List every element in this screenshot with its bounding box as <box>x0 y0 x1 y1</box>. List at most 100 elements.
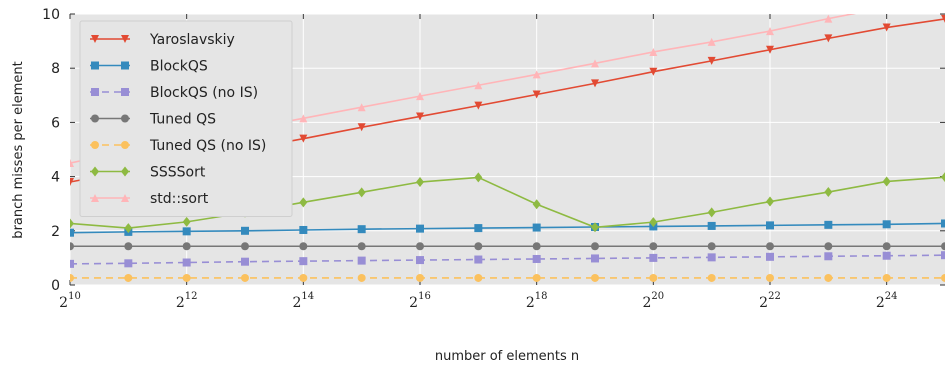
legend-marker <box>121 141 129 149</box>
y-tick-label: 2 <box>51 224 60 240</box>
data-point <box>474 172 483 183</box>
data-point <box>707 221 716 230</box>
series-line <box>70 222 945 234</box>
legend-entry: BlockQS <box>90 59 208 75</box>
data-point <box>416 92 424 101</box>
data-point <box>241 273 249 282</box>
data-point <box>70 259 74 268</box>
data-point <box>357 103 366 112</box>
data-point <box>474 255 483 264</box>
data-point <box>824 14 833 23</box>
x-tick-exponent: 10 <box>68 291 81 302</box>
data-point <box>182 227 191 236</box>
x-tick-label: 222 <box>759 291 781 311</box>
data-point <box>532 223 541 232</box>
x-tick-base: 2 <box>409 295 418 311</box>
data-point <box>357 187 366 198</box>
data-point <box>882 23 891 32</box>
data-point <box>882 220 891 229</box>
data-point <box>707 273 716 282</box>
data-point <box>357 242 366 251</box>
data-point <box>474 224 483 233</box>
data-point <box>299 257 308 266</box>
data-point <box>357 225 366 234</box>
data-point <box>416 224 424 233</box>
data-point <box>299 197 308 208</box>
legend-marker <box>121 166 129 177</box>
y-tick-label: 4 <box>51 170 60 186</box>
data-point <box>649 253 658 262</box>
data-point <box>766 27 774 36</box>
legend-marker <box>91 61 99 70</box>
legend-marker <box>91 141 99 149</box>
data-point <box>766 273 774 282</box>
data-point <box>416 242 424 251</box>
data-point <box>182 258 191 267</box>
data-point <box>707 56 716 65</box>
data-point <box>474 101 483 110</box>
data-point <box>357 123 366 132</box>
data-point <box>883 3 891 11</box>
data-point <box>766 252 774 261</box>
x-tick-base: 2 <box>643 295 652 311</box>
data-point <box>941 251 945 260</box>
data-point <box>299 114 308 123</box>
legend-entry: BlockQS (no IS) <box>90 85 258 101</box>
data-point <box>766 45 774 54</box>
legend-entry: std::sort <box>90 191 209 207</box>
x-tick-base: 2 <box>59 295 68 311</box>
legend-entry: Tuned QS <box>90 112 216 128</box>
data-point <box>707 253 716 262</box>
x-tick-label: 214 <box>293 291 315 311</box>
data-point <box>70 273 74 282</box>
data-point <box>882 242 891 251</box>
x-tick-label: 224 <box>876 291 898 311</box>
data-point <box>941 242 945 251</box>
data-point <box>824 242 833 251</box>
data-point <box>532 199 541 210</box>
x-tick-exponent: 12 <box>185 291 198 302</box>
series-line <box>70 176 945 229</box>
legend-marker <box>91 166 99 177</box>
data-point <box>241 242 249 251</box>
data-point <box>591 273 599 282</box>
x-tick-exponent: 14 <box>301 291 314 302</box>
data-point <box>882 251 891 260</box>
data-point <box>882 273 891 282</box>
data-point <box>70 218 74 229</box>
data-point <box>649 242 658 251</box>
legend-marker <box>121 194 129 202</box>
legend-marker <box>91 35 99 43</box>
data-point <box>766 242 774 251</box>
x-tick-label: 218 <box>526 291 548 311</box>
data-point <box>532 90 541 99</box>
data-point <box>70 228 74 237</box>
data-point <box>766 196 774 207</box>
x-tick-base: 2 <box>759 295 768 311</box>
y-tick-label: 6 <box>51 115 60 131</box>
data-point <box>591 254 599 263</box>
data-point <box>474 81 483 90</box>
data-point <box>299 242 308 251</box>
data-point <box>824 252 833 261</box>
y-tick-label: 0 <box>51 278 60 294</box>
data-point <box>124 259 133 268</box>
legend-entry: Tuned QS (no IS) <box>90 138 266 154</box>
x-tick-base: 2 <box>526 295 535 311</box>
data-point <box>474 273 483 282</box>
series-3 <box>70 242 945 251</box>
data-point <box>416 273 424 282</box>
x-tick-exponent: 18 <box>535 291 548 302</box>
data-point <box>70 242 74 251</box>
data-point <box>591 222 599 233</box>
x-tick-base: 2 <box>293 295 302 311</box>
data-point <box>124 273 133 282</box>
legend-marker <box>121 61 129 70</box>
data-point <box>532 242 541 251</box>
data-point <box>357 256 366 265</box>
data-point <box>532 254 541 263</box>
data-point <box>882 176 891 187</box>
data-point <box>591 79 599 88</box>
data-point <box>241 226 249 235</box>
data-point <box>182 273 191 282</box>
